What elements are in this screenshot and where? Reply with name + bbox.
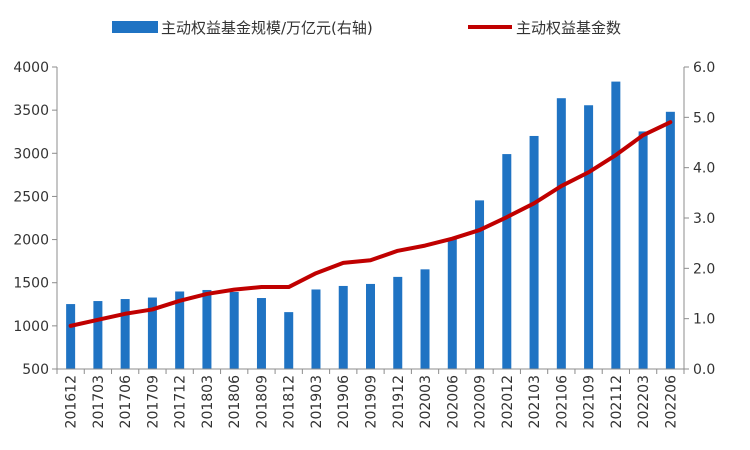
bar-201612 xyxy=(66,304,76,369)
bar-201709 xyxy=(147,297,157,369)
bar-201706 xyxy=(120,299,130,369)
right-tick-label: 4.0 xyxy=(693,161,715,177)
x-tick-label: 201809 xyxy=(254,375,270,428)
bar-201903 xyxy=(311,289,321,369)
bar-201912 xyxy=(393,276,403,369)
x-tick-label: 202103 xyxy=(527,375,543,428)
bar-201712 xyxy=(175,291,185,369)
x-tick-label: 201709 xyxy=(145,375,161,428)
x-tick-label: 202109 xyxy=(582,375,598,428)
x-tick-label: 201909 xyxy=(364,375,380,428)
legend-bar-label: 主动权益基金规模/万亿元(右轴) xyxy=(161,19,373,37)
left-tick-label: 500 xyxy=(22,362,49,378)
legend-bar-swatch xyxy=(112,21,158,33)
bar-series xyxy=(66,81,675,370)
bar-202206 xyxy=(665,111,675,370)
bar-202106 xyxy=(556,98,566,370)
left-tick-label: 3500 xyxy=(13,103,49,119)
left-tick-label: 4000 xyxy=(13,60,49,76)
x-tick-label: 202112 xyxy=(609,375,625,428)
left-tick-label: 2500 xyxy=(13,189,49,205)
x-tick-label: 201712 xyxy=(173,375,189,428)
x-tick-label: 201803 xyxy=(200,375,216,428)
right-tick-label: 0.0 xyxy=(693,362,715,378)
bar-201803 xyxy=(202,289,212,369)
line-series xyxy=(68,120,673,328)
bar-202112 xyxy=(611,81,621,369)
legend-line-label: 主动权益基金数 xyxy=(516,19,621,37)
bar-202109 xyxy=(584,105,594,369)
x-tick-label: 201612 xyxy=(64,375,80,428)
bar-202009 xyxy=(475,200,485,369)
bar-201812 xyxy=(284,312,294,369)
x-tick-label: 202006 xyxy=(445,375,461,429)
bar-201806 xyxy=(229,291,239,369)
x-tick-label: 201703 xyxy=(91,375,107,428)
right-tick-label: 5.0 xyxy=(693,110,715,126)
left-tick-label: 3000 xyxy=(13,146,49,162)
x-tick-label: 201903 xyxy=(309,375,325,428)
x-tick-label: 202003 xyxy=(418,375,434,428)
right-tick-label: 6.0 xyxy=(693,60,715,76)
bar-202012 xyxy=(502,154,512,369)
bar-201809 xyxy=(256,298,266,369)
bar-201909 xyxy=(366,283,375,369)
bar-202003 xyxy=(420,269,430,369)
right-tick-label: 2.0 xyxy=(693,261,715,277)
legend: 主动权益基金规模/万亿元(右轴) 主动权益基金数 xyxy=(112,19,621,37)
x-tick-label: 202206 xyxy=(663,375,679,429)
left-tick-label: 1000 xyxy=(13,319,49,335)
x-tick-label: 201906 xyxy=(336,375,352,429)
bar-201703 xyxy=(93,301,103,369)
x-tick-label: 201912 xyxy=(391,375,407,428)
x-tick-label: 201812 xyxy=(282,375,298,428)
x-tick-label: 201806 xyxy=(227,375,243,429)
left-tick-label: 2000 xyxy=(13,233,49,249)
right-tick-label: 3.0 xyxy=(693,211,715,227)
left-tick-label: 1500 xyxy=(13,276,49,292)
x-tick-label: 202012 xyxy=(500,375,516,428)
x-tick-label: 202009 xyxy=(473,375,489,428)
bar-201906 xyxy=(338,285,348,369)
bar-202203 xyxy=(638,131,648,369)
x-tick-label: 201706 xyxy=(118,375,134,429)
x-tick-label: 202106 xyxy=(554,375,570,429)
bar-202103 xyxy=(529,135,539,369)
bar-202006 xyxy=(447,238,457,369)
right-tick-label: 1.0 xyxy=(693,312,715,328)
x-tick-label: 202203 xyxy=(636,375,652,428)
axes: 500 1000 1500 2000 2500 3000 3500 4000 0.0 1.0 2.0… xyxy=(13,60,715,428)
